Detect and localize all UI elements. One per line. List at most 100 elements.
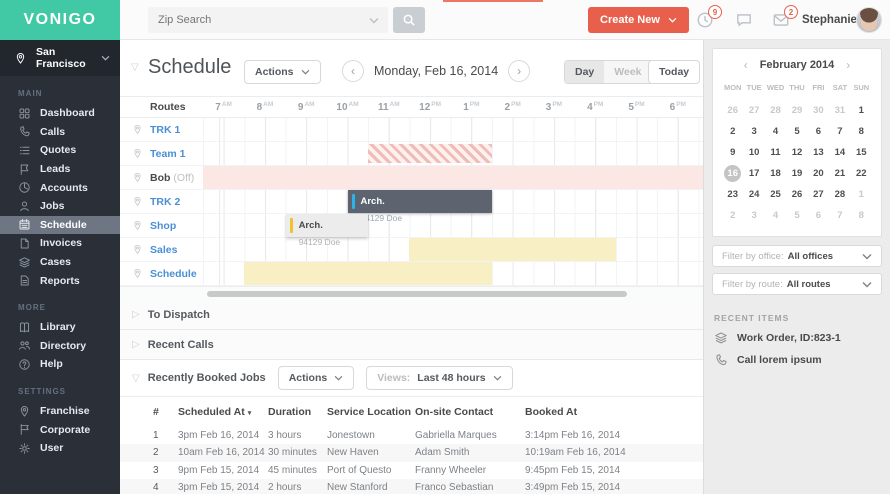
- calendar-day[interactable]: 24: [748, 189, 760, 200]
- route-team-1[interactable]: Team 1: [120, 142, 203, 166]
- route-trk-1[interactable]: TRK 1: [120, 118, 203, 142]
- gantt-bar-dark[interactable]: Arch. 94129 Doe: [347, 190, 492, 222]
- gantt-bar-light[interactable]: Arch. 94129 Doe: [285, 214, 369, 246]
- tab-week[interactable]: Week: [604, 61, 652, 83]
- sidebar-item-calls[interactable]: Calls: [0, 123, 120, 142]
- table-row[interactable]: 3 9pm Feb 15, 2014 45 minutes Port of Quest…: [120, 462, 703, 479]
- views-select[interactable]: Views: Last 48 hours: [366, 366, 513, 390]
- sidebar-item-accounts[interactable]: Accounts: [0, 178, 120, 197]
- sidebar-item-directory[interactable]: Directory: [0, 337, 120, 356]
- table-row[interactable]: 2 10am Feb 16, 2014 30 minutes New Haven Ada…: [120, 444, 703, 462]
- calendar-day[interactable]: 17: [748, 168, 760, 179]
- calendar-day[interactable]: 21: [834, 168, 846, 179]
- calendar-day[interactable]: 2: [730, 126, 736, 137]
- search-button[interactable]: [393, 7, 425, 33]
- recent-item[interactable]: Call lorem ipsum: [714, 353, 880, 367]
- calendar-day[interactable]: 5: [794, 126, 800, 137]
- calendar-day[interactable]: 7: [837, 126, 843, 137]
- calendar-day[interactable]: 1: [858, 105, 864, 116]
- create-new-button[interactable]: Create New: [588, 7, 689, 33]
- gantt-bar-hatched[interactable]: [368, 144, 492, 163]
- today-button[interactable]: Today: [648, 60, 701, 84]
- calendar-day[interactable]: 31: [834, 105, 846, 116]
- location-selector[interactable]: San Francisco: [0, 40, 120, 76]
- booked-actions-button[interactable]: Actions: [277, 366, 355, 390]
- sidebar-item-jobs[interactable]: Jobs: [0, 197, 120, 216]
- collapse-triangle-icon[interactable]: ▽: [131, 62, 139, 73]
- calendar-day[interactable]: 25: [770, 189, 781, 200]
- calendar-day[interactable]: 20: [813, 168, 824, 179]
- sidebar-item-schedule[interactable]: Schedule: [0, 215, 120, 235]
- sidebar-item-corporate[interactable]: Corporate: [0, 420, 120, 439]
- sidebar-item-invoices[interactable]: Invoices: [0, 234, 120, 253]
- zip-search-input[interactable]: [148, 14, 369, 26]
- next-day-button[interactable]: ›: [508, 60, 531, 82]
- calendar-day[interactable]: 10: [748, 147, 760, 158]
- column-header--[interactable]: #: [153, 406, 159, 418]
- sidebar-item-cases[interactable]: Cases: [0, 253, 120, 272]
- calendar-day[interactable]: 7: [837, 210, 843, 221]
- calendar-day[interactable]: 30: [813, 105, 824, 116]
- calendar-day-selected[interactable]: 16: [722, 163, 743, 184]
- avatar[interactable]: [856, 7, 882, 33]
- calendar-day[interactable]: 26: [727, 105, 738, 116]
- calendar-prev-button[interactable]: ‹: [743, 58, 748, 72]
- section-to-dispatch[interactable]: ▷ To Dispatch: [120, 300, 703, 330]
- calendar-day[interactable]: 27: [748, 105, 760, 116]
- sidebar-item-library[interactable]: Library: [0, 318, 120, 337]
- table-row[interactable]: 1 3pm Feb 16, 2014 3 hours Jonestown Gabriel…: [120, 427, 703, 444]
- calendar-day[interactable]: 5: [794, 210, 800, 221]
- tab-day[interactable]: Day: [565, 61, 605, 83]
- route-bob[interactable]: Bob (Off): [120, 166, 203, 190]
- calendar-day[interactable]: 22: [855, 168, 867, 179]
- route-shop[interactable]: Shop: [120, 214, 203, 238]
- sidebar-item-leads[interactable]: Leads: [0, 160, 120, 179]
- calendar-day[interactable]: 28: [770, 105, 781, 116]
- calendar-day[interactable]: 13: [813, 147, 824, 158]
- user-name[interactable]: Stephanie: [802, 14, 857, 26]
- calendar-day[interactable]: 6: [815, 126, 822, 137]
- calendar-day[interactable]: 18: [770, 168, 781, 179]
- calendar-day[interactable]: 6: [815, 210, 822, 221]
- logo[interactable]: VONIGO: [0, 0, 120, 40]
- calendar-day[interactable]: 26: [791, 189, 803, 200]
- inbox-button[interactable]: 2: [772, 5, 798, 29]
- zip-search-field[interactable]: [148, 7, 388, 33]
- column-header-on-site-contact[interactable]: On-site Contact: [415, 406, 494, 418]
- calendar-day[interactable]: 23: [727, 189, 738, 200]
- gantt-bar-pink[interactable]: [203, 166, 703, 189]
- column-header-booked-at[interactable]: Booked At: [525, 406, 578, 418]
- section-recent-calls[interactable]: ▷ Recent Calls: [120, 330, 703, 360]
- horizontal-scrollbar[interactable]: [207, 291, 627, 297]
- schedule-actions-button[interactable]: Actions: [244, 60, 321, 84]
- sidebar-item-user[interactable]: User: [0, 439, 120, 458]
- gantt-bar-yellow[interactable]: [244, 262, 492, 285]
- calendar-day[interactable]: 27: [813, 189, 824, 200]
- calendar-day[interactable]: 3: [751, 210, 757, 221]
- calendar-day[interactable]: 14: [834, 147, 846, 158]
- column-header-service-location[interactable]: Service Location: [327, 406, 412, 418]
- calendar-day[interactable]: 3: [751, 126, 757, 137]
- table-row[interactable]: 4 3pm Feb 15, 2014 2 hours New Stanford Fran…: [120, 478, 703, 494]
- chevron-down-icon[interactable]: [369, 17, 379, 24]
- calendar-day[interactable]: 8: [858, 126, 864, 137]
- calendar-day[interactable]: 8: [858, 210, 864, 221]
- calendar-day[interactable]: 28: [834, 189, 846, 200]
- calendar-next-button[interactable]: ›: [846, 58, 851, 72]
- sidebar-item-reports[interactable]: Reports: [0, 271, 120, 290]
- calendar-day[interactable]: 19: [791, 168, 803, 179]
- sidebar-item-franchise[interactable]: Franchise: [0, 402, 120, 421]
- prev-day-button[interactable]: ‹: [342, 60, 364, 82]
- calendar-day[interactable]: 11: [770, 147, 781, 158]
- sidebar-item-dashboard[interactable]: Dashboard: [0, 104, 120, 123]
- collapse-triangle-icon[interactable]: ▽: [132, 372, 140, 384]
- sidebar-item-quotes[interactable]: Quotes: [0, 141, 120, 160]
- calendar-day[interactable]: 29: [791, 105, 803, 116]
- filter-office-select[interactable]: Filter by office: All offices: [712, 245, 882, 267]
- route-schedule[interactable]: Schedule: [120, 262, 203, 286]
- calendar-day[interactable]: 4: [772, 210, 779, 221]
- route-sales[interactable]: Sales: [120, 238, 203, 262]
- route-trk-2[interactable]: TRK 2: [120, 190, 203, 214]
- filter-route-select[interactable]: Filter by route: All routes: [712, 273, 882, 295]
- calendar-day[interactable]: 2: [730, 210, 736, 221]
